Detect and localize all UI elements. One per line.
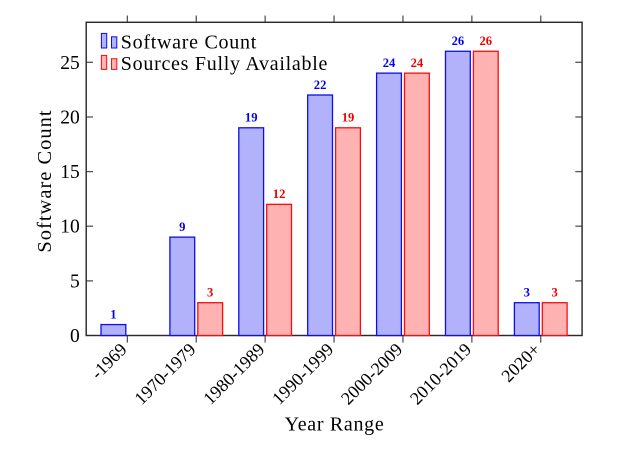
svg-text:3: 3 [524,286,530,300]
svg-text:20: 20 [60,108,80,129]
svg-text:12: 12 [273,187,286,201]
svg-text:26: 26 [452,34,465,48]
svg-text:24: 24 [383,56,396,70]
svg-text:9: 9 [179,220,185,234]
svg-text:0: 0 [70,326,80,347]
svg-text:26: 26 [480,34,493,48]
svg-text:1: 1 [110,307,116,321]
svg-text:24: 24 [411,56,424,70]
svg-text:Sources Fully Available: Sources Fully Available [121,53,328,75]
svg-text:15: 15 [60,162,80,183]
svg-text:3: 3 [552,286,558,300]
svg-text:10: 10 [60,217,80,238]
svg-text:25: 25 [60,53,80,74]
svg-text:Software Count: Software Count [121,31,257,53]
svg-text:19: 19 [245,111,258,125]
svg-text:Year Range: Year Range [285,413,385,435]
svg-text:5: 5 [70,271,80,292]
svg-text:19: 19 [342,111,355,125]
svg-text:3: 3 [207,286,213,300]
svg-text:Software Count: Software Count [34,109,56,252]
svg-text:22: 22 [314,78,327,92]
